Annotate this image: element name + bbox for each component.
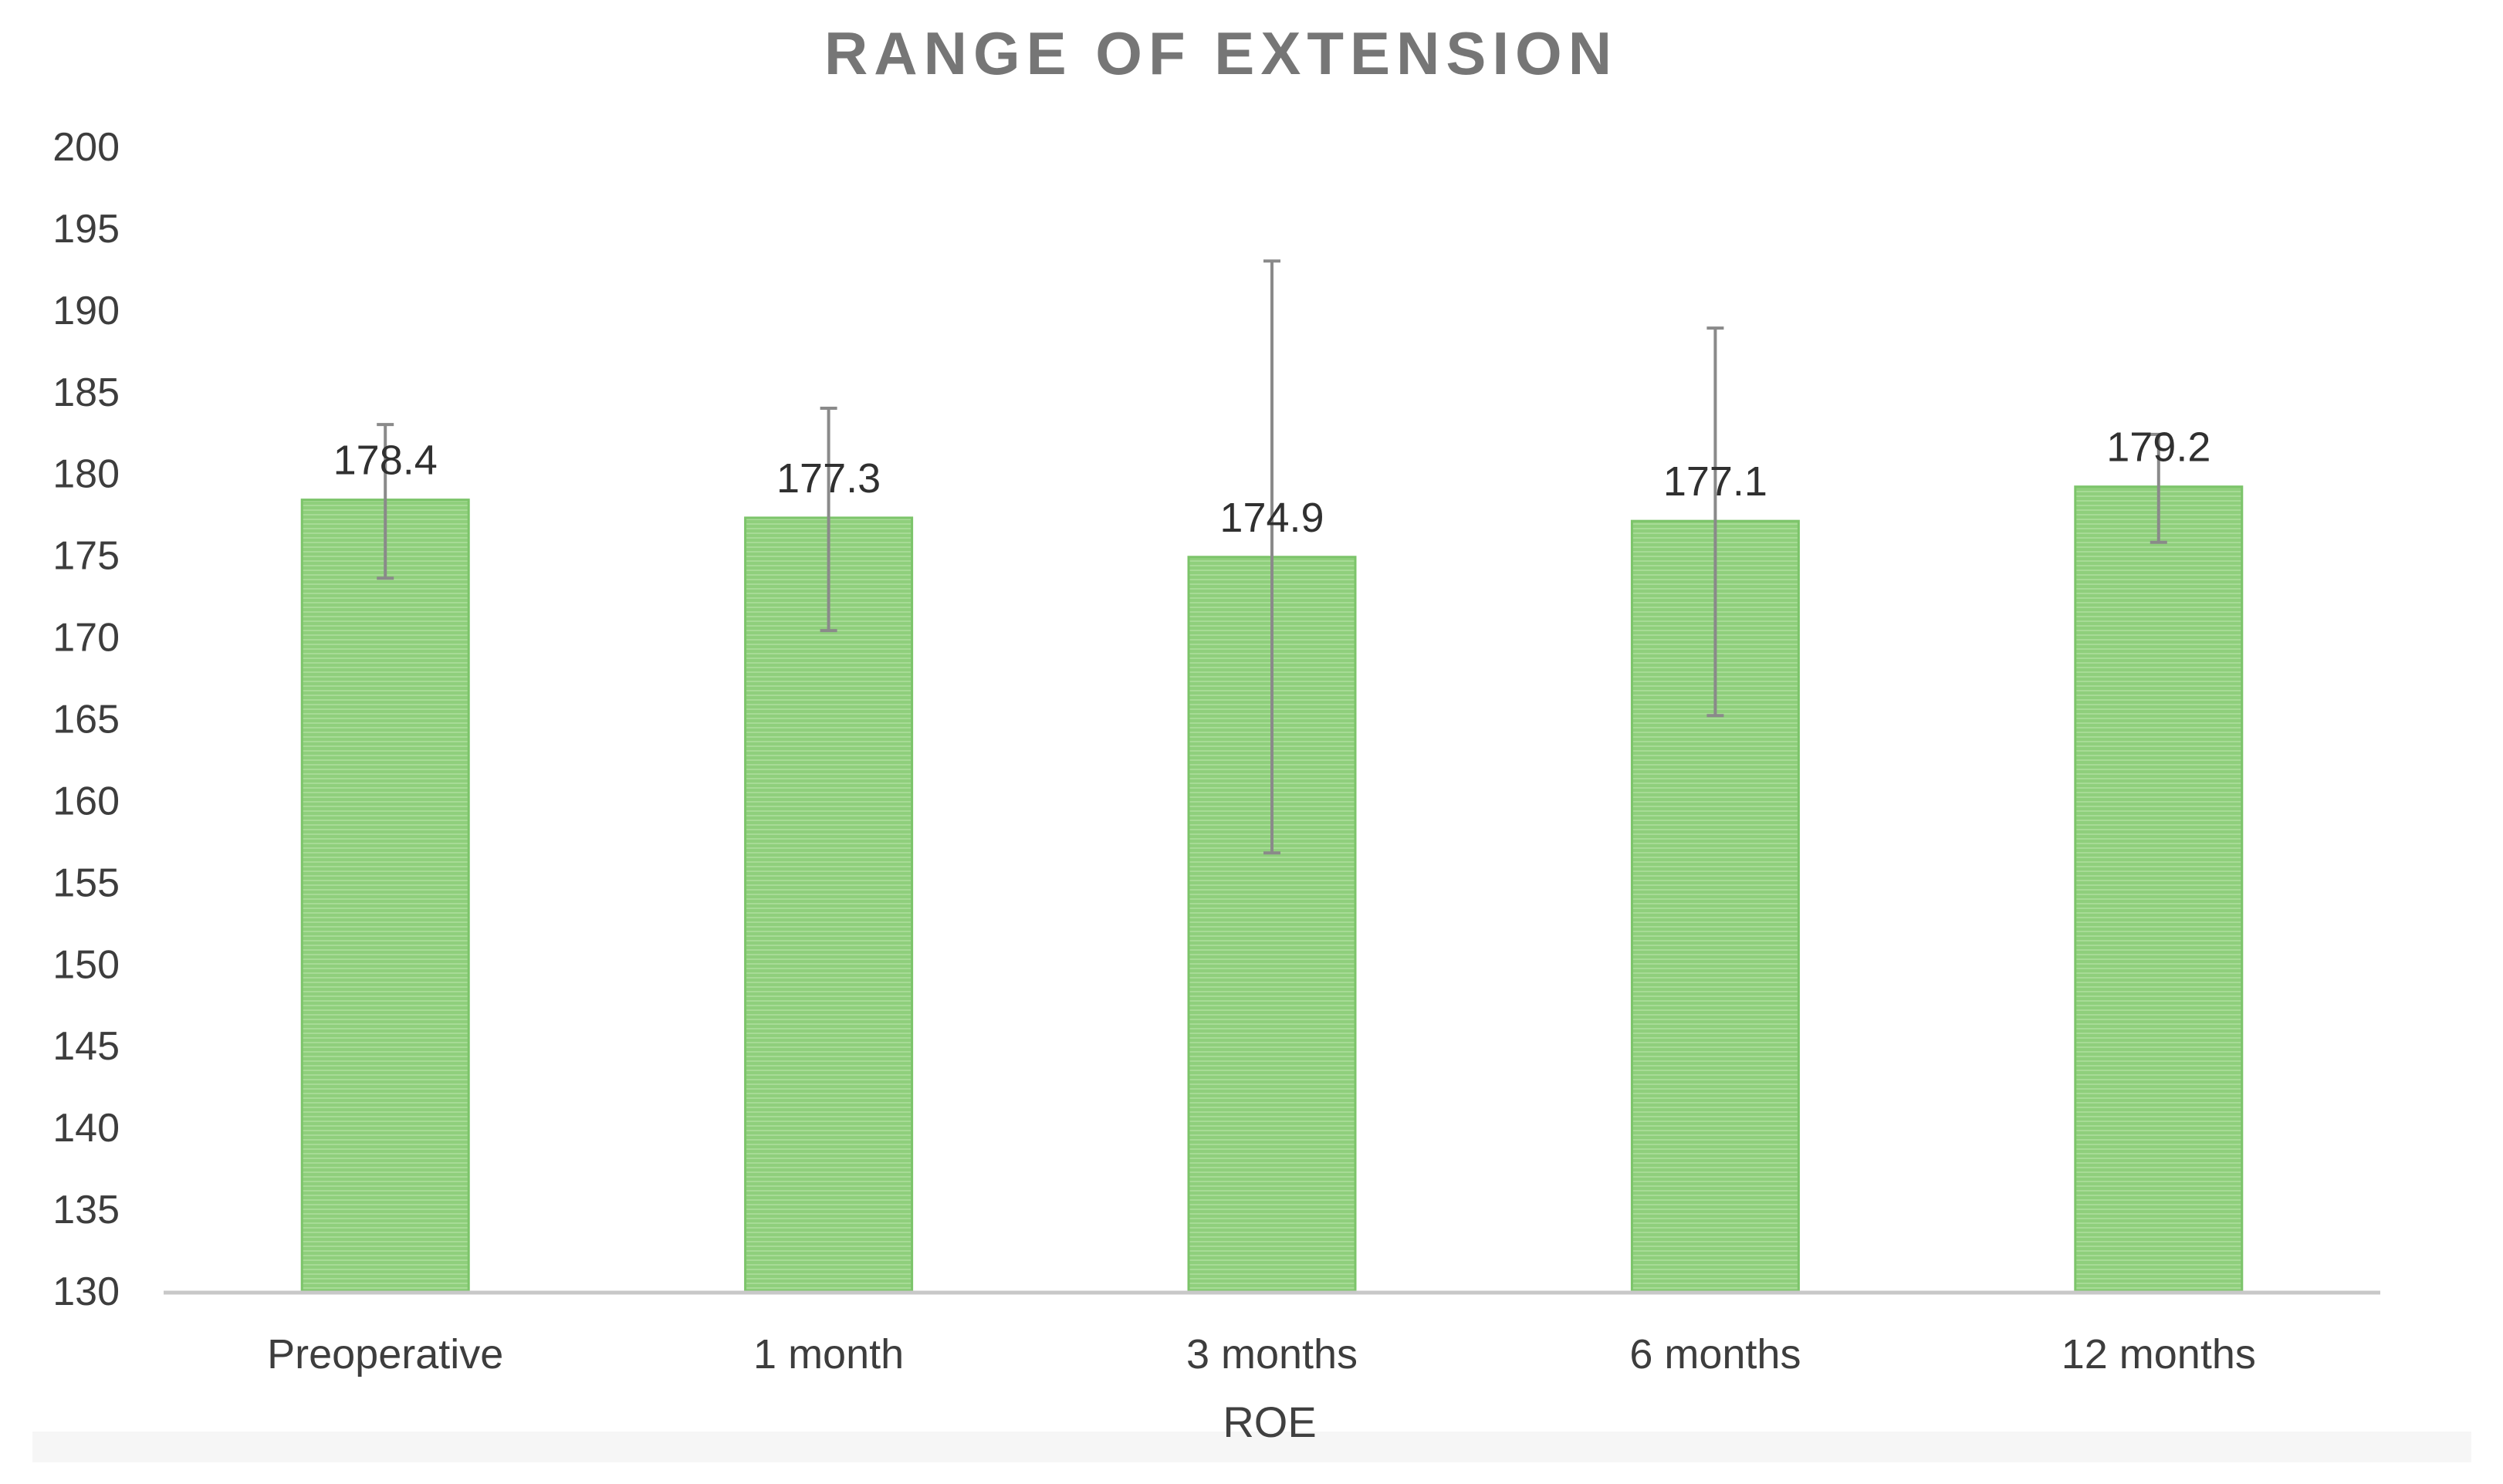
data-label: 178.4 <box>333 438 438 484</box>
x-tick-label: 3 months <box>1186 1331 1358 1378</box>
data-label: 177.1 <box>1663 458 1767 505</box>
bottom-shadow-band <box>32 1432 2471 1462</box>
x-axis-title: ROE <box>1223 1398 1316 1446</box>
bar <box>300 499 470 1293</box>
y-tick-label: 150 <box>52 942 120 987</box>
chart-title: RANGE OF EXTENSION <box>824 19 1618 87</box>
bar <box>2074 485 2244 1293</box>
data-label: 177.3 <box>776 455 881 502</box>
x-tick-label: Preoperative <box>267 1331 503 1378</box>
y-tick-label: 155 <box>52 860 120 905</box>
y-tick-label: 140 <box>52 1106 120 1151</box>
y-tick-label: 170 <box>52 616 120 661</box>
x-tick-label: 12 months <box>2062 1331 2256 1378</box>
x-axis-ticks: Preoperative 1 month 3 months 6 months 12 mo… <box>267 1331 2256 1378</box>
data-label: 179.2 <box>2106 424 2210 471</box>
y-tick-label: 145 <box>52 1024 120 1069</box>
y-tick-label: 180 <box>52 452 120 497</box>
y-axis-ticks: 130 135 140 145 150 155 160 165 170 175 180 185 190 1… <box>52 125 120 1314</box>
y-tick-label: 195 <box>52 207 120 252</box>
y-tick-label: 160 <box>52 779 120 823</box>
y-tick-label: 190 <box>52 289 120 333</box>
y-tick-label: 165 <box>52 698 120 742</box>
x-tick-label: 6 months <box>1629 1331 1801 1378</box>
data-label: 174.9 <box>1219 495 1324 541</box>
y-tick-label: 175 <box>52 534 120 579</box>
y-tick-label: 135 <box>52 1188 120 1232</box>
y-tick-label: 200 <box>52 125 120 170</box>
bars-group: 178.4 177.3 174.9 177.1 179.2 <box>300 259 2244 1293</box>
bar <box>744 516 914 1293</box>
y-tick-label: 130 <box>52 1269 120 1314</box>
x-tick-label: 1 month <box>753 1331 904 1378</box>
y-tick-label: 185 <box>52 370 120 415</box>
